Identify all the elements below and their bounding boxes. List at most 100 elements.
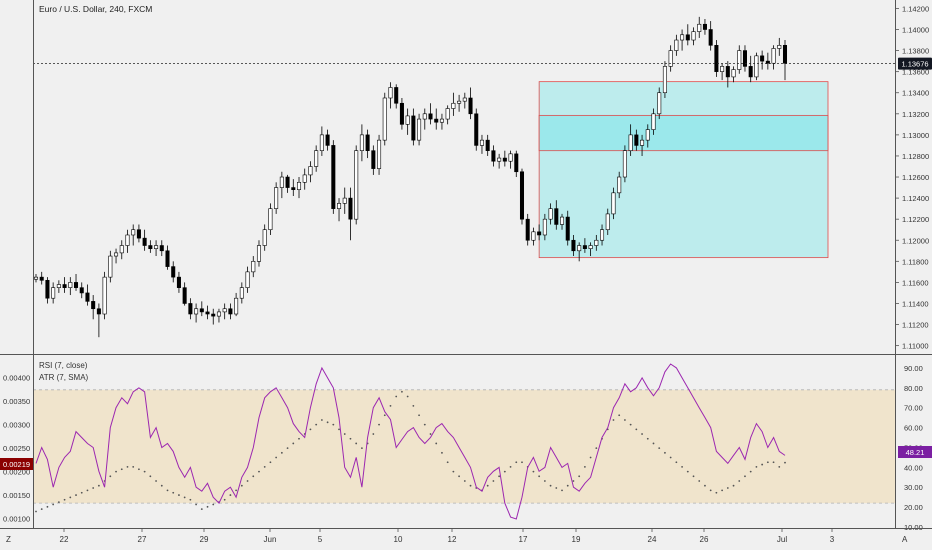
candle-body xyxy=(136,229,141,239)
candle-body xyxy=(205,311,210,315)
price-axis[interactable]: 1.14200 1.14000 1.13800 1.13600 1.13400 1.132… xyxy=(895,0,929,528)
atr-point xyxy=(469,484,472,487)
atr-point xyxy=(292,442,295,445)
candle-body xyxy=(725,66,730,78)
atr-point xyxy=(132,466,135,468)
atr-point xyxy=(109,475,112,478)
atr-point xyxy=(532,470,535,473)
atr-point xyxy=(57,501,60,504)
candle-body xyxy=(125,234,130,246)
atr-point xyxy=(332,423,335,426)
candle-body xyxy=(485,139,490,151)
rsi-tick-label: 30.00 xyxy=(904,483,923,492)
candle-body xyxy=(474,113,479,146)
candle-body xyxy=(102,276,107,315)
candle-body xyxy=(251,261,256,273)
price-tick-label: 1.12600 xyxy=(902,173,929,182)
atr-point xyxy=(401,390,403,393)
candle-body xyxy=(165,250,170,267)
atr-point xyxy=(195,503,197,506)
atr-point xyxy=(726,487,729,489)
candle-body xyxy=(651,113,656,130)
atr-point xyxy=(429,433,432,435)
candle-body xyxy=(62,284,67,288)
rsi-tick-label: 70.00 xyxy=(904,404,923,413)
atr-point xyxy=(378,423,380,426)
atr-point xyxy=(418,414,420,417)
atr-point xyxy=(69,496,72,499)
candle-body xyxy=(308,166,313,176)
candle-body xyxy=(314,150,319,167)
support-resistance-zones[interactable] xyxy=(538,81,829,259)
candle-body xyxy=(542,218,547,236)
candle-body xyxy=(514,153,519,173)
atr-point xyxy=(761,463,764,466)
atr-point xyxy=(212,503,215,506)
candle-body xyxy=(331,145,336,209)
candle-body xyxy=(457,100,462,104)
time-tick-label: 3 xyxy=(830,535,835,544)
atr-point xyxy=(252,475,255,478)
rsi-legend[interactable]: RSI (7, close) xyxy=(39,361,88,370)
rsi-tick-label: 80.00 xyxy=(904,384,923,393)
candle-body xyxy=(697,23,702,32)
candle-body xyxy=(428,113,433,120)
atr-tick-label: 0.00200 xyxy=(3,468,30,477)
atr-point xyxy=(583,466,586,468)
price-tick-label: 1.12200 xyxy=(902,215,929,224)
candle-body xyxy=(422,113,427,120)
atr-point xyxy=(521,461,523,464)
atr-point xyxy=(435,442,438,445)
time-tick-label: 24 xyxy=(648,535,657,544)
price-pane[interactable] xyxy=(33,0,895,353)
atr-point xyxy=(143,470,146,473)
rsi-tick-label: 40.00 xyxy=(904,463,923,472)
candle-body xyxy=(91,301,96,310)
candle-body xyxy=(96,308,101,315)
candle-body xyxy=(234,297,239,315)
candle-body xyxy=(491,150,496,162)
atr-point xyxy=(778,466,781,468)
atr-legend[interactable]: ATR (7, SMA) xyxy=(39,373,89,382)
atr-point xyxy=(166,489,169,492)
atr-point xyxy=(86,489,89,492)
autoscale-button[interactable]: A xyxy=(902,535,908,544)
time-tick-label: 27 xyxy=(138,535,147,544)
atr-point xyxy=(229,494,232,496)
atr-point xyxy=(595,447,598,450)
candle-body xyxy=(502,157,507,162)
candle-body xyxy=(611,192,616,215)
atr-point xyxy=(704,484,706,487)
atr-tick-label: 0.00300 xyxy=(3,421,30,430)
candle-body xyxy=(119,245,124,254)
time-tick-label: Jun xyxy=(264,535,277,544)
candle-body xyxy=(256,245,262,262)
candlestick-series xyxy=(33,16,788,338)
atr-point xyxy=(138,468,140,471)
time-tick-label: 29 xyxy=(200,535,209,544)
candle-body xyxy=(674,39,679,51)
candle-body xyxy=(691,31,696,41)
candle-body xyxy=(405,115,410,125)
atr-point xyxy=(458,475,460,478)
atr-point xyxy=(766,461,769,464)
atr-point xyxy=(63,498,66,501)
atr-axis[interactable]: 0.00400 0.00350 0.00300 0.00250 0.00200 0.001… xyxy=(3,0,34,528)
timezone-button[interactable]: Z xyxy=(6,535,11,544)
atr-point xyxy=(149,475,152,478)
candle-body xyxy=(537,231,542,236)
candle-body xyxy=(662,66,667,94)
candle-body xyxy=(348,197,353,220)
atr-point xyxy=(395,395,398,398)
atr-last-badge-bg xyxy=(0,458,33,470)
candle-body xyxy=(325,134,330,146)
atr-point xyxy=(755,466,758,468)
time-axis[interactable]: 22 27 29 Jun 5 10 12 17 19 24 26 Jul 3 xyxy=(60,528,835,544)
price-tick-label: 1.14000 xyxy=(902,26,929,35)
atr-point xyxy=(446,461,449,464)
candle-body xyxy=(371,150,376,169)
candle-body xyxy=(600,229,605,241)
candle-body xyxy=(171,266,176,278)
atr-series xyxy=(35,390,786,513)
